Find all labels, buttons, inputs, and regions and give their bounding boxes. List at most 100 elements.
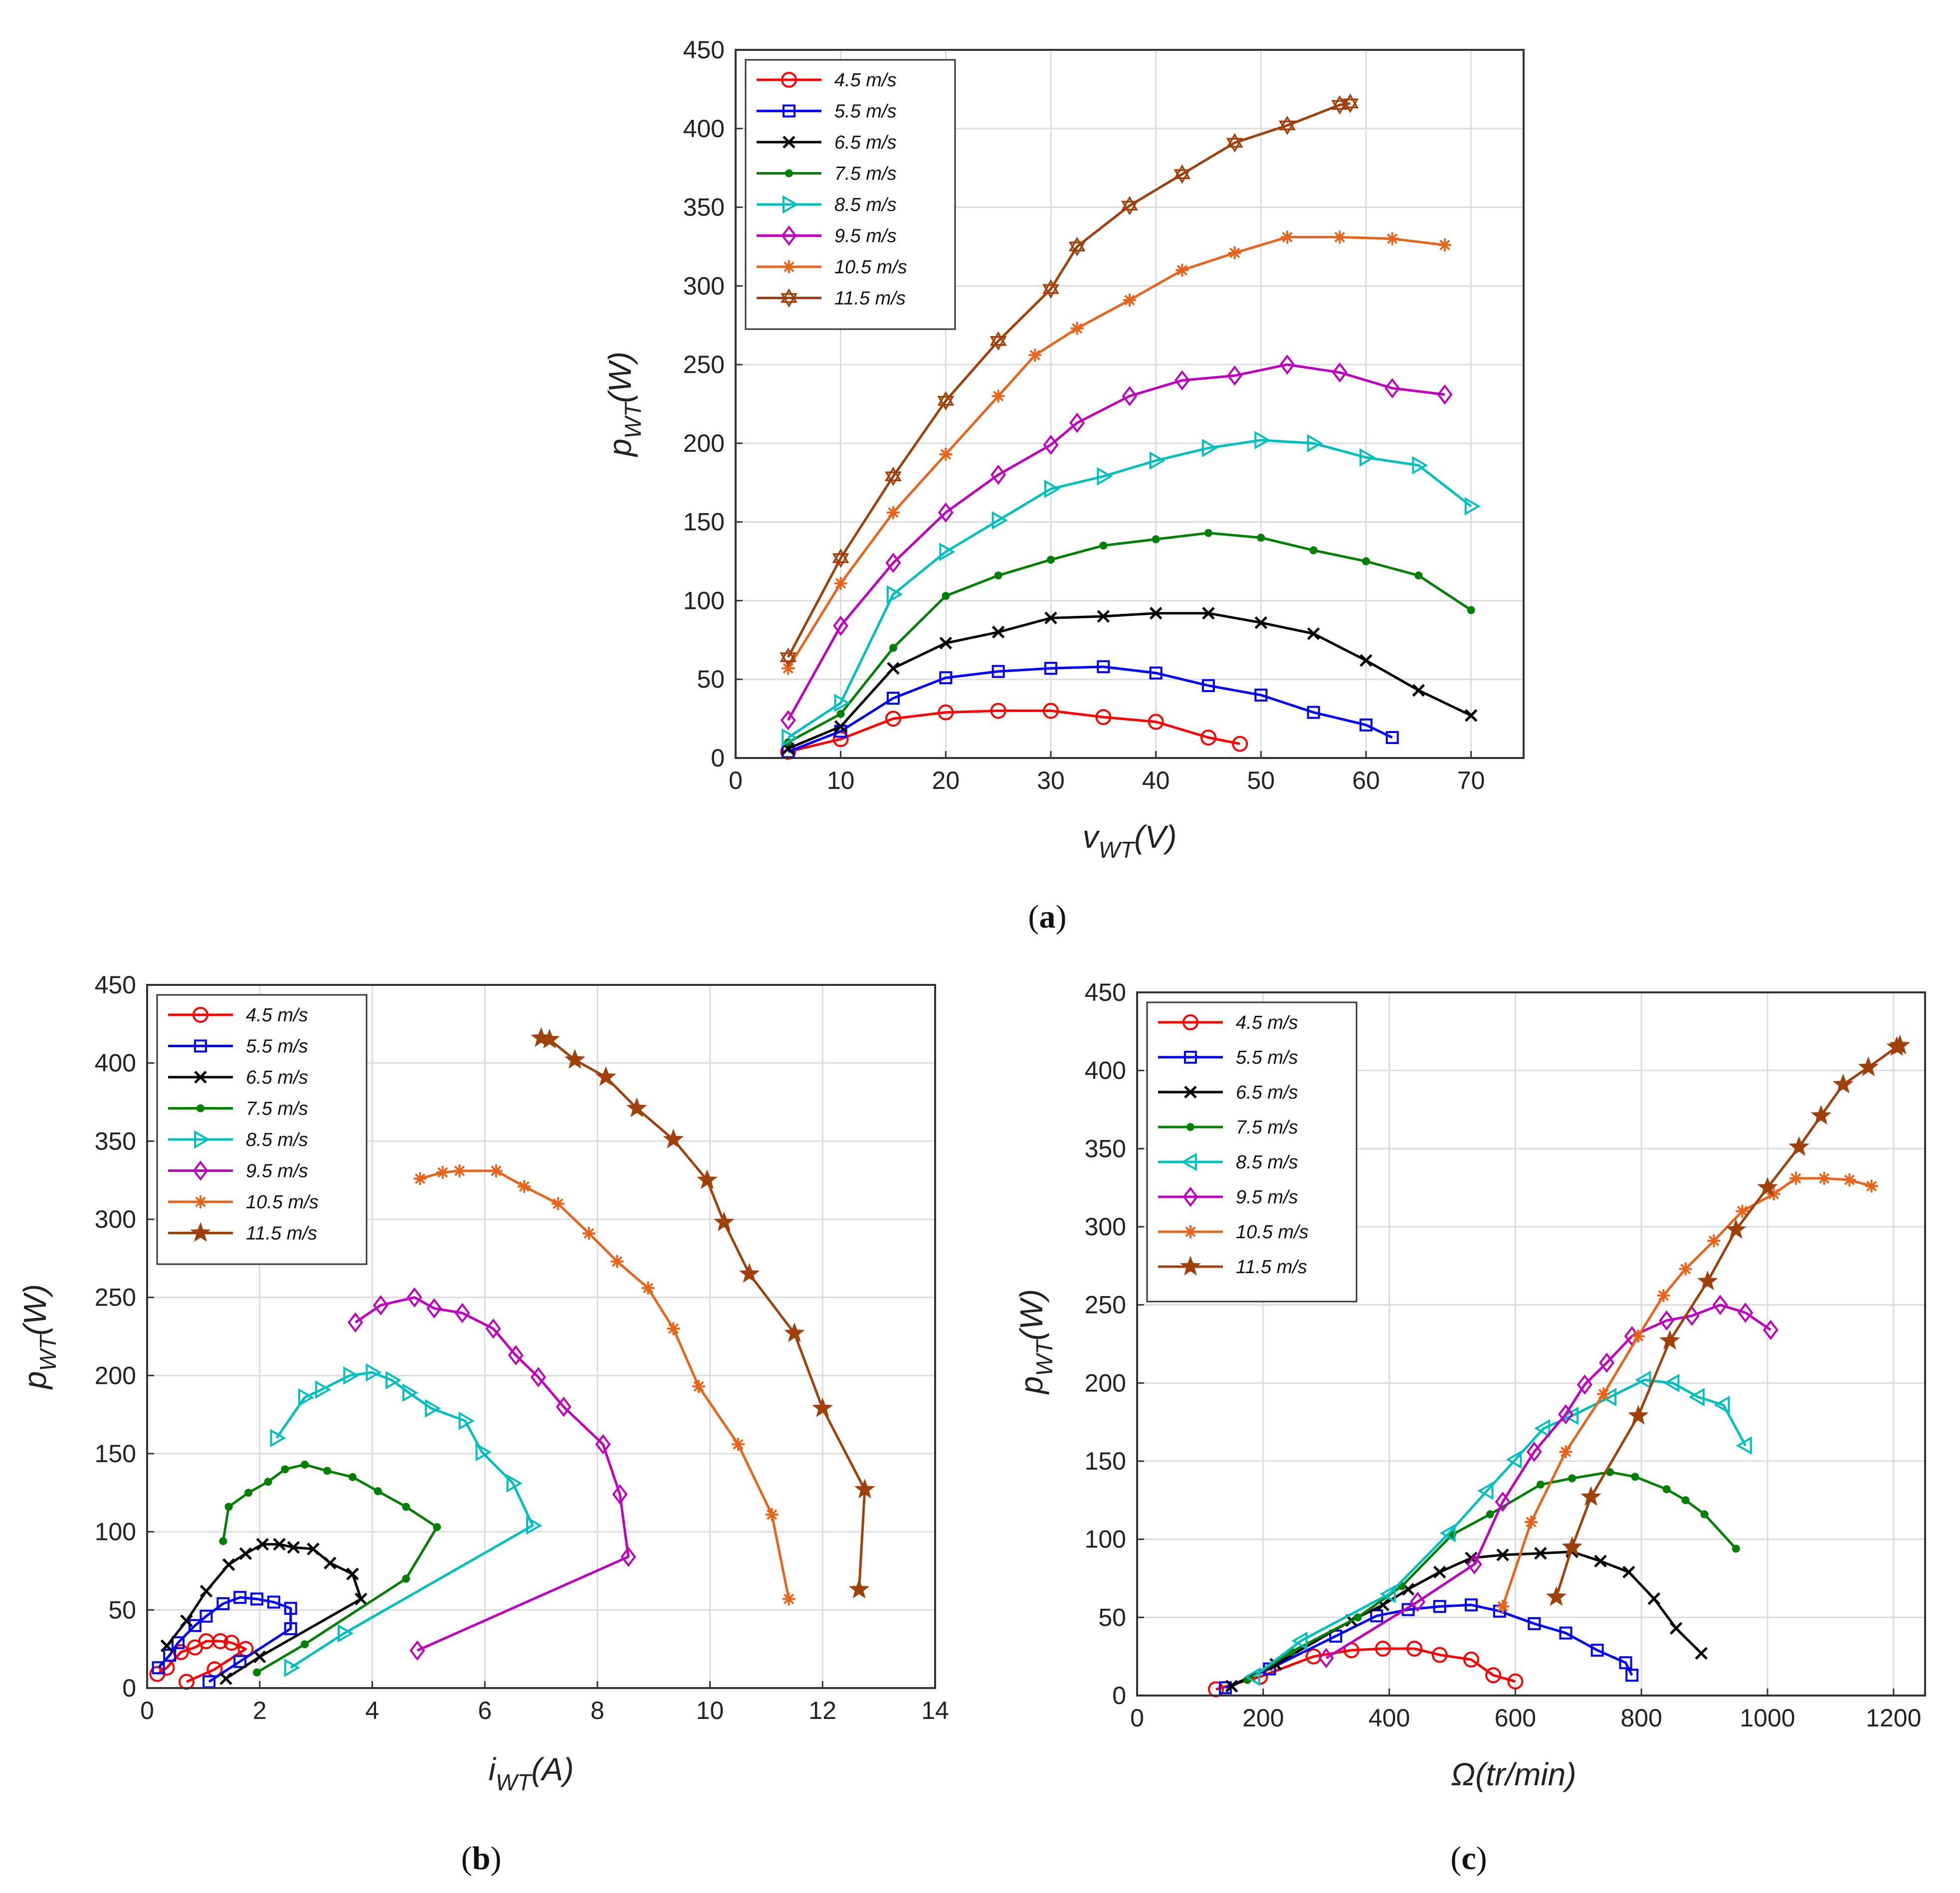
chart-a-series-line xyxy=(787,363,1445,721)
chart-a-data-point xyxy=(939,447,953,461)
legend-swatch-marker xyxy=(783,136,795,149)
chart-b-data-point xyxy=(453,1164,466,1177)
chart-c-data-point xyxy=(1562,1536,1582,1556)
chart-a-legend-item: 4.5 m/s xyxy=(757,70,897,91)
chart-a-data-point xyxy=(1200,729,1216,746)
chart-b-y-tick-label: 250 xyxy=(95,1284,136,1312)
chart-b-data-point xyxy=(348,1473,357,1481)
chart-a-series-8 xyxy=(780,93,1359,667)
chart-a-data-point xyxy=(1097,467,1113,486)
chart-c-data-point xyxy=(1370,1609,1383,1623)
chart-b-legend-box xyxy=(156,994,368,1265)
chart-a-data-point xyxy=(1333,230,1347,244)
chart-c-y-tick-label: 200 xyxy=(1085,1369,1126,1397)
chart-c-data-point xyxy=(1374,1641,1391,1657)
chart-a-data-point xyxy=(1148,714,1164,730)
chart-b-data-point xyxy=(530,1367,546,1387)
chart-a-data-point xyxy=(1176,263,1189,277)
chart-b-data-point xyxy=(172,1636,185,1650)
chart-c-data-point xyxy=(1789,1171,1802,1185)
chart-c-data-point xyxy=(1599,1352,1615,1373)
chart-c-y-tick-label: 300 xyxy=(1085,1213,1126,1241)
chart-b-ticks: 0 2 4 6 8 10 12 14 0 50 100 150 200 250 300 350 400 450 xyxy=(95,971,949,1724)
chart-b-data-point xyxy=(323,1467,332,1475)
chart-b-y-tick-label: 50 xyxy=(108,1596,136,1624)
chart-c-legend-item: 10.5 m/s xyxy=(1158,1222,1309,1243)
chart-c-data-point xyxy=(1536,1481,1545,1489)
chart-c-data-point xyxy=(1732,1544,1740,1553)
chart-a-data-point xyxy=(991,511,1008,530)
chart-a-data-point xyxy=(1257,534,1265,542)
chart-b-legend-label: 6.5 m/s xyxy=(246,1067,308,1088)
chart-a-data-point xyxy=(1464,709,1478,722)
chart-a-data-point xyxy=(889,644,897,652)
chart-b-data-point xyxy=(301,1640,309,1649)
chart-b-legend-label: 7.5 m/s xyxy=(246,1099,308,1120)
chart-a-data-point xyxy=(1099,542,1108,550)
chart-a-data-point xyxy=(1028,349,1042,362)
chart-c-y-tick-label: 350 xyxy=(1085,1135,1126,1162)
chart-b-data-point xyxy=(413,1172,427,1185)
chart-c-data-point xyxy=(1318,1648,1334,1669)
chart-a-data-point xyxy=(887,662,900,675)
chart-b-data-point xyxy=(475,1443,492,1462)
chart-b-series xyxy=(149,1027,875,1690)
chart-b-data-point xyxy=(222,1558,235,1571)
chart-c-data-point xyxy=(1594,1554,1607,1568)
chart-c-legend-label: 8.5 m/s xyxy=(1236,1152,1298,1173)
chart-b-legend-item: 8.5 m/s xyxy=(168,1130,308,1150)
chart-a-data-point xyxy=(1044,479,1061,498)
chart-c-data-point xyxy=(1622,1565,1635,1579)
chart-c-data-point xyxy=(1534,1419,1551,1438)
chart-c-data-point xyxy=(1712,1295,1728,1315)
chart-c-data-point xyxy=(1597,1387,1610,1401)
chart-a-legend-label: 10.5 m/s xyxy=(834,257,907,278)
legend-swatch-marker xyxy=(781,72,797,88)
chart-a-series-line xyxy=(787,102,1351,658)
chart-c-data-point xyxy=(1409,1591,1425,1612)
chart-b-legend-item: 7.5 m/s xyxy=(168,1099,308,1120)
chart-c-x-axis-label: Ω(tr/min) xyxy=(1451,1756,1576,1792)
chart-a-x-tick-label: 0 xyxy=(729,766,743,794)
chart-b-data-point xyxy=(253,1668,261,1677)
chart-a-data-point xyxy=(1069,412,1085,433)
chart-c-x-tick-label: 600 xyxy=(1495,1704,1536,1732)
chart-c-legend-item: 6.5 m/s xyxy=(1158,1082,1298,1103)
chart-a-data-point xyxy=(1412,456,1428,475)
chart-a-series-7 xyxy=(782,230,1451,675)
chart-c-data-point xyxy=(1495,1492,1511,1512)
chart-a-data-point xyxy=(780,647,797,667)
chart-b-legend-label: 5.5 m/s xyxy=(246,1036,308,1057)
chart-b-data-point xyxy=(610,1255,624,1268)
chart-b-data-point xyxy=(250,1592,264,1606)
chart-b-data-point xyxy=(454,1303,470,1324)
chart-b-legend-label: 10.5 m/s xyxy=(246,1192,319,1213)
chart-b-data-point xyxy=(366,1363,382,1382)
chart-a-data-point xyxy=(939,636,953,650)
chart-c-legend-item: 9.5 m/s xyxy=(1158,1186,1298,1208)
legend-swatch-marker xyxy=(1182,1186,1198,1207)
chart-b-series-line xyxy=(355,1296,630,1652)
chart-a-data-point xyxy=(782,662,795,675)
chart-c-data-point xyxy=(1546,1586,1567,1606)
chart-a-data-point xyxy=(1044,611,1057,624)
chart-b-series-6 xyxy=(348,1287,636,1661)
chart-b-data-point xyxy=(199,1584,213,1598)
chart-b-y-tick-label: 400 xyxy=(95,1049,136,1077)
legend-swatch-marker xyxy=(194,1195,207,1208)
chart-a-legend-item: 11.5 m/s xyxy=(757,288,906,309)
chart-c-y-axis-label: pWT(W) xyxy=(1013,1289,1057,1395)
chart-c-data-point xyxy=(1496,1548,1509,1561)
chart-b-data-point xyxy=(612,1484,628,1505)
chart-a-y-tick-label: 250 xyxy=(683,351,725,379)
chart-a-data-point xyxy=(832,548,849,568)
chart-a-data-point xyxy=(1174,370,1190,390)
chart-b-data-point xyxy=(765,1508,779,1521)
chart-b-data-point xyxy=(506,1474,523,1493)
chart-a-x-tick-label: 40 xyxy=(1142,766,1170,794)
chart-b-data-point xyxy=(307,1542,320,1555)
chart-a-data-point xyxy=(1123,293,1136,307)
chart-a-legend-label: 6.5 m/s xyxy=(834,132,897,153)
chart-a-data-point xyxy=(1385,232,1399,245)
chart-c-ticks: 0 200 400 600 800 1000 1200 0 50 100 150 200 250 300 3… xyxy=(1085,978,1922,1732)
